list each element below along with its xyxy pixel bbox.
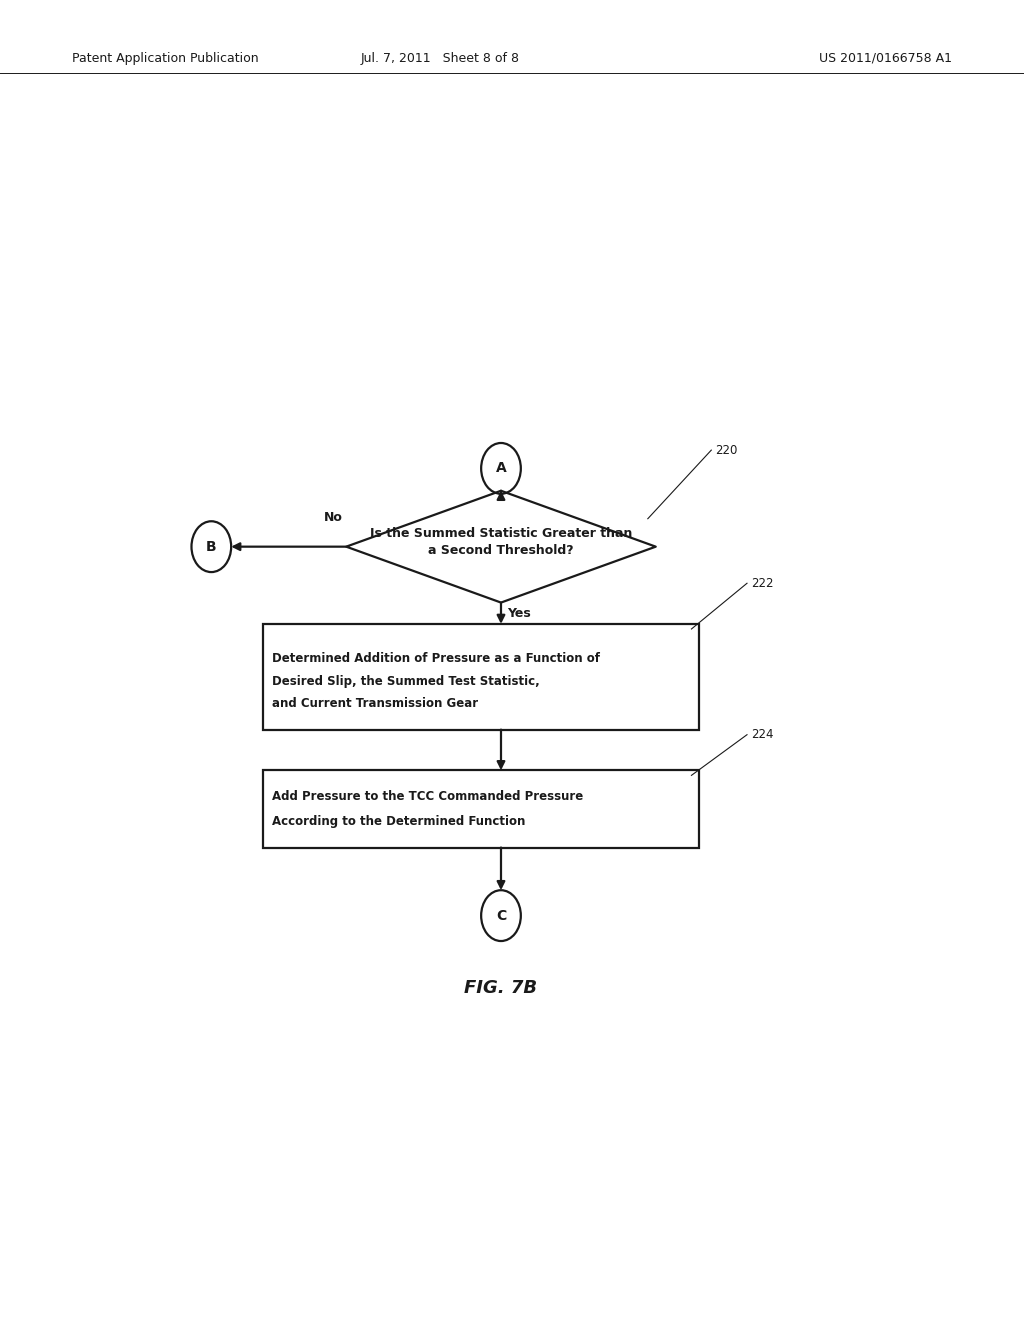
Text: Jul. 7, 2011   Sheet 8 of 8: Jul. 7, 2011 Sheet 8 of 8 [360,51,520,65]
Text: A: A [496,462,506,475]
Text: Add Pressure to the TCC Commanded Pressure: Add Pressure to the TCC Commanded Pressu… [272,791,584,803]
Text: Patent Application Publication: Patent Application Publication [72,51,258,65]
Text: B: B [206,540,217,553]
Circle shape [481,444,521,494]
FancyBboxPatch shape [263,624,699,730]
Circle shape [481,890,521,941]
Circle shape [191,521,231,572]
Text: 220: 220 [716,444,737,457]
Text: No: No [324,511,342,524]
Text: Yes: Yes [507,607,531,619]
Text: FIG. 7B: FIG. 7B [465,978,538,997]
Text: According to the Determined Function: According to the Determined Function [272,814,525,828]
Text: 222: 222 [751,577,773,590]
Text: and Current Transmission Gear: and Current Transmission Gear [272,697,478,710]
Text: Is the Summed Statistic Greater than
a Second Threshold?: Is the Summed Statistic Greater than a S… [370,527,632,557]
Text: Determined Addition of Pressure as a Function of: Determined Addition of Pressure as a Fun… [272,652,600,665]
Text: Desired Slip, the Summed Test Statistic,: Desired Slip, the Summed Test Statistic, [272,675,541,688]
FancyBboxPatch shape [263,771,699,847]
Text: 224: 224 [751,729,773,742]
Text: US 2011/0166758 A1: US 2011/0166758 A1 [819,51,952,65]
Text: C: C [496,908,506,923]
